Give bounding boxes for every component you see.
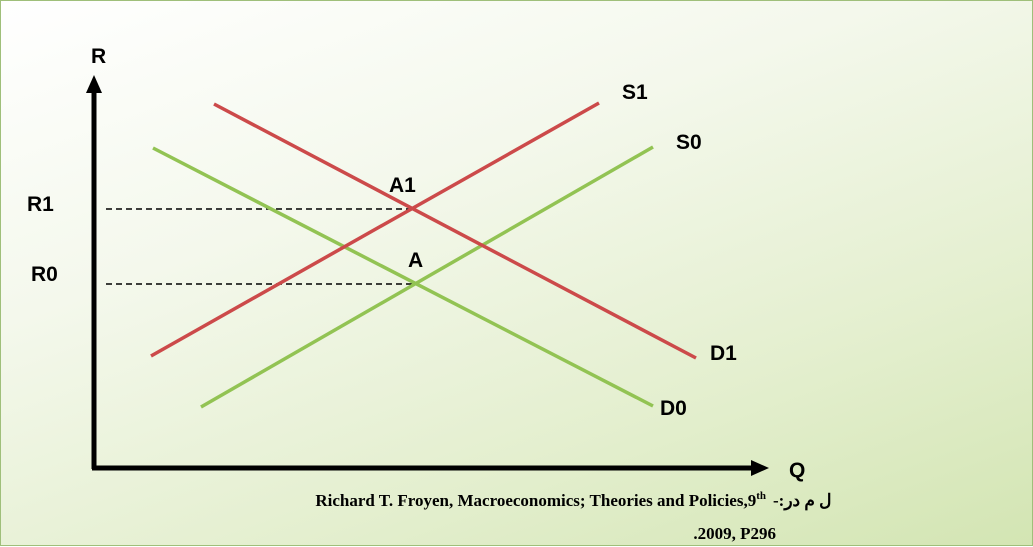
s1-label: S1 — [622, 81, 648, 104]
y-axis-label: R — [91, 45, 106, 68]
d0-label: D0 — [660, 397, 687, 420]
source-text: Richard T. Froyen, Macroeconomics; Theor… — [315, 491, 756, 510]
source-sup: th — [756, 490, 766, 502]
s0-label: S0 — [676, 131, 702, 154]
y-axis-arrow — [86, 75, 102, 93]
s1-line — [150, 101, 600, 358]
a-label: A — [408, 249, 423, 272]
d1-label: D1 — [710, 342, 737, 365]
s0-line — [200, 145, 654, 409]
source-line2: .2009, P296 — [693, 524, 776, 543]
source-main: Richard T. Froyen, Macroeconomics; Theor… — [315, 490, 766, 510]
source-prefix: ل م در:- — [773, 491, 831, 511]
x-axis-label: Q — [789, 459, 805, 482]
a1-label: A1 — [389, 174, 416, 197]
r1-label: R1 — [27, 193, 54, 216]
d0-line — [152, 146, 654, 408]
x-axis-arrow — [751, 460, 769, 476]
d1-line — [213, 102, 697, 360]
r0-label: R0 — [31, 263, 58, 286]
